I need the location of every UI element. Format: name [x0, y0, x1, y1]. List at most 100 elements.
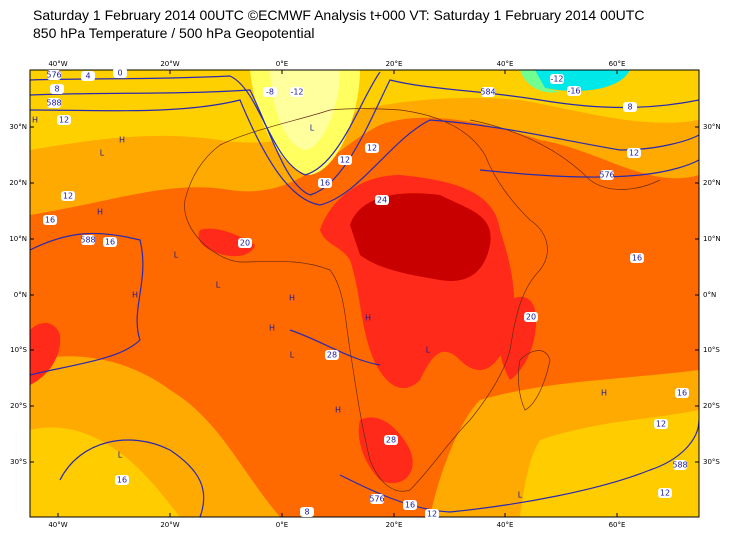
contour-label: -8 [266, 88, 274, 97]
contour-label: 576 [46, 71, 61, 80]
pressure-center: L [310, 124, 315, 133]
contour-label: 588 [672, 461, 687, 470]
pressure-center: L [518, 491, 523, 500]
contour-label: 12 [660, 489, 670, 498]
lon-label: 20°E [386, 521, 403, 529]
contour-label: 20 [240, 239, 250, 248]
contour-label-bg [113, 68, 127, 78]
contour-label: 28 [386, 436, 396, 445]
lat-label: 30°S [703, 458, 720, 466]
pressure-center: H [289, 294, 295, 303]
contour-label: 576 [369, 495, 384, 504]
contour-label: 28 [327, 351, 337, 360]
contour-label-bg [47, 98, 61, 108]
subtitle: 850 hPa Temperature / 500 hPa Geopotenti… [33, 25, 315, 41]
lat-label: 20°S [10, 402, 27, 410]
contour-label: 12 [59, 116, 69, 125]
lon-label: 40°W [48, 521, 67, 529]
contour-label-bg [61, 191, 75, 201]
contour-label: 584 [480, 88, 495, 97]
contour-label-bg [600, 170, 614, 180]
contour-label: 8 [54, 85, 59, 94]
pressure-center: H [601, 389, 607, 398]
contour-label: -12 [550, 75, 563, 84]
lat-label: 10°S [703, 346, 720, 354]
contour-label: 12 [427, 510, 437, 519]
contour-label: 588 [46, 99, 61, 108]
lon-label: 40°E [497, 521, 514, 529]
contour-label-bg [238, 238, 252, 248]
contour-labels: 576 4 0 8 588 12 -8 -12 12 12 16 24 20 12 16 588 16 28 20 1… [32, 68, 689, 519]
contour-label: 16 [105, 238, 115, 247]
contour-label-bg [365, 143, 379, 153]
geopotential-contours [30, 71, 699, 517]
contour-label-bg [567, 86, 581, 96]
contour-label-bg [50, 84, 64, 94]
contour-label: 12 [629, 149, 639, 158]
pressure-center: H [32, 116, 38, 125]
contour-label-bg [81, 71, 95, 81]
pressure-center: L [216, 281, 221, 290]
contour-label: 16 [320, 179, 330, 188]
contour-label-bg [263, 87, 277, 97]
lon-label: 20°W [160, 521, 179, 529]
contour-label-bg [524, 312, 538, 322]
contour-label: 16 [117, 476, 127, 485]
lon-label: 0°E [276, 60, 288, 68]
contour-label-bg [673, 460, 687, 470]
contour-label: -12 [290, 88, 303, 97]
pressure-center: L [426, 346, 431, 355]
pressure-center: H [132, 291, 138, 300]
title: Saturday 1 February 2014 00UTC ©ECMWF An… [33, 7, 645, 23]
contour-label: 4 [85, 72, 90, 81]
lat-label: 30°N [9, 123, 27, 131]
contour-label-bg [403, 500, 417, 510]
lon-label: 20°W [160, 60, 179, 68]
pressure-center: H [335, 406, 341, 415]
contour-label: -16 [567, 87, 580, 96]
contour-label-bg [675, 388, 689, 398]
contour-label-bg [550, 74, 564, 84]
contour-label-bg [375, 195, 389, 205]
contour-label: 588 [80, 236, 95, 245]
pressure-center: H [365, 314, 371, 323]
contour-label-bg [103, 237, 117, 247]
contour-label-bg [481, 87, 495, 97]
contour-label: 0 [117, 69, 122, 78]
lat-label: 0°N [14, 291, 27, 299]
lon-label: 0°E [276, 521, 288, 529]
contour-label: 8 [627, 103, 632, 112]
pressure-center: L [290, 351, 295, 360]
lat-label: 10°N [703, 235, 721, 243]
pressure-center: H [97, 208, 103, 217]
pressure-center: H [269, 324, 275, 333]
temperature-field [30, 70, 699, 517]
lat-label: 10°S [10, 346, 27, 354]
lon-label: 60°E [609, 521, 626, 529]
lat-label: 20°S [703, 402, 720, 410]
contour-label: 8 [304, 508, 309, 517]
contour-label: 16 [632, 254, 642, 263]
contour-label-bg [300, 507, 314, 517]
contour-label-bg [338, 155, 352, 165]
contour-label-bg [425, 509, 439, 519]
lon-label: 40°W [48, 60, 67, 68]
lon-label: 60°E [609, 60, 626, 68]
pressure-center: H [119, 136, 125, 145]
contour-label: 12 [340, 156, 350, 165]
contour-label: 16 [405, 501, 415, 510]
lat-label: 30°N [703, 123, 721, 131]
contour-label-bg [658, 488, 672, 498]
contour-label-bg [384, 435, 398, 445]
contour-label: 16 [45, 216, 55, 225]
contour-label: 20 [526, 313, 536, 322]
contour-label: 12 [656, 420, 666, 429]
contour-label-bg [654, 419, 668, 429]
contour-label: 576 [599, 171, 614, 180]
contour-label-bg [57, 115, 71, 125]
graticule-labels: 40°W 40°W 20°W 20°W 0°E 0°E 20°E 20°E 40°E 40°E 60… [9, 60, 720, 529]
contour-label-bg [370, 494, 384, 504]
lat-label: 20°N [9, 179, 27, 187]
lat-label: 10°N [9, 235, 27, 243]
contour-label-bg [623, 102, 637, 112]
